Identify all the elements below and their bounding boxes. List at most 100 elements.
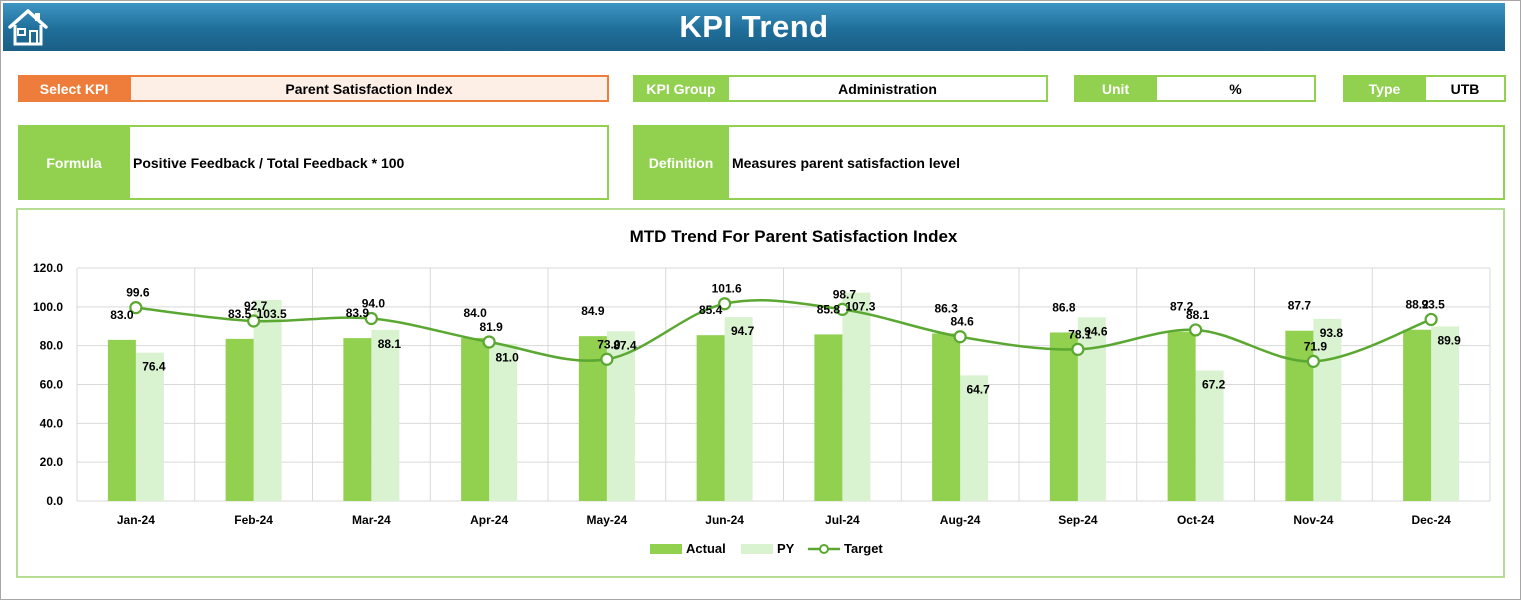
title-bar: KPI Trend	[3, 3, 1505, 51]
actual-bar	[1167, 331, 1196, 501]
legend-actual-swatch	[650, 544, 682, 554]
target-point	[1071, 342, 1085, 356]
x-tick-label: Nov-24	[1293, 513, 1333, 527]
type-label: Type	[1343, 75, 1426, 102]
definition-label: Definition	[633, 125, 729, 200]
legend-py-label: PY	[777, 541, 795, 556]
actual-data-label: 83.0	[110, 308, 134, 322]
target-point	[1189, 323, 1203, 337]
actual-bar	[696, 335, 725, 501]
x-tick-label: Dec-24	[1411, 513, 1451, 527]
select-kpi-dropdown[interactable]: Parent Satisfaction Index	[129, 75, 609, 102]
x-tick-label: Sep-24	[1058, 513, 1098, 527]
py-bar	[960, 375, 989, 501]
target-point	[600, 352, 614, 366]
target-point	[247, 314, 261, 328]
target-point	[1424, 312, 1438, 327]
target-data-label: 92.7	[244, 299, 268, 313]
x-tick-label: Jan-24	[117, 513, 155, 527]
py-data-label: 76.4	[142, 360, 166, 374]
legend-target-label: Target	[844, 541, 883, 556]
actual-bar	[932, 333, 961, 501]
target-data-label: 81.9	[479, 320, 503, 334]
py-bar	[1195, 370, 1224, 501]
target-data-label: 93.5	[1421, 297, 1445, 311]
target-point	[718, 297, 732, 311]
x-tick-label: Mar-24	[352, 513, 391, 527]
actual-bar	[461, 337, 490, 501]
actual-bar	[1285, 330, 1314, 501]
py-data-label: 94.7	[731, 324, 755, 338]
actual-data-label: 85.8	[817, 302, 841, 316]
actual-data-label: 87.2	[1170, 300, 1194, 314]
y-tick-label: 60.0	[40, 378, 64, 392]
actual-bar	[814, 334, 843, 501]
legend-target-marker	[819, 544, 829, 554]
py-data-label: 93.8	[1320, 326, 1344, 340]
actual-data-label: 84.9	[581, 304, 605, 318]
py-bar	[371, 329, 400, 501]
actual-bar	[107, 339, 136, 501]
chart-canvas: MTD Trend For Parent Satisfaction Index 0…	[33, 227, 1491, 556]
formula-label: Formula	[18, 125, 130, 200]
target-data-label: 98.7	[833, 287, 857, 301]
actual-bar	[343, 338, 372, 501]
x-tick-label: Oct-24	[1177, 513, 1215, 527]
py-data-label: 107.3	[845, 300, 875, 314]
py-bar	[1313, 318, 1342, 501]
y-tick-label: 20.0	[40, 455, 64, 469]
target-point	[129, 301, 143, 315]
target-data-label: 78.1	[1068, 327, 1092, 341]
py-bar	[489, 343, 518, 501]
target-point	[364, 311, 378, 326]
py-data-label: 64.7	[966, 382, 990, 396]
target-data-label: 99.6	[126, 286, 150, 300]
legend-py-swatch	[741, 544, 773, 554]
x-tick-label: Apr-24	[470, 513, 508, 527]
target-data-label: 88.1	[1186, 308, 1210, 322]
target-point	[482, 335, 496, 349]
actual-data-label: 87.7	[1288, 299, 1312, 313]
target-data-label: 84.6	[950, 315, 974, 329]
x-tick-label: Aug-24	[940, 513, 981, 527]
target-data-label: 101.6	[712, 282, 742, 296]
y-tick-label: 80.0	[40, 339, 64, 353]
actual-data-label: 83.9	[346, 306, 370, 320]
actual-data-label: 86.8	[1052, 300, 1076, 314]
py-data-label: 88.1	[378, 337, 402, 351]
formula-value: Positive Feedback / Total Feedback * 100	[128, 125, 609, 200]
target-data-label: 73.0	[597, 337, 621, 351]
y-tick-label: 0.0	[46, 494, 63, 508]
legend-actual-label: Actual	[686, 541, 726, 556]
y-tick-label: 40.0	[40, 416, 64, 430]
home-icon[interactable]	[7, 7, 49, 47]
py-data-label: 94.6	[1084, 324, 1108, 338]
target-data-label: 71.9	[1304, 339, 1328, 353]
select-kpi-label: Select KPI	[18, 75, 130, 102]
py-data-label: 67.2	[1202, 378, 1226, 392]
kpi-group-value: Administration	[727, 75, 1048, 102]
x-tick-label: Feb-24	[234, 513, 273, 527]
py-data-label: 87.4	[613, 338, 637, 352]
chart-title: MTD Trend For Parent Satisfaction Index	[630, 227, 958, 246]
y-tick-label: 120.0	[33, 261, 63, 275]
py-data-label: 81.0	[495, 351, 519, 365]
target-point	[835, 302, 849, 316]
actual-data-label: 83.5	[228, 307, 252, 321]
py-data-label: 89.9	[1437, 333, 1461, 347]
y-tick-label: 100.0	[33, 300, 63, 314]
x-tick-label: Jul-24	[825, 513, 860, 527]
unit-value: %	[1155, 75, 1316, 102]
definition-value: Measures parent satisfaction level	[727, 125, 1505, 200]
py-bar	[135, 352, 164, 501]
actual-bar	[225, 338, 254, 501]
target-point	[953, 330, 967, 344]
x-tick-label: May-24	[587, 513, 628, 527]
type-value: UTB	[1424, 75, 1506, 102]
unit-label: Unit	[1074, 75, 1157, 102]
actual-data-label: 86.3	[934, 301, 958, 315]
x-tick-label: Jun-24	[705, 513, 744, 527]
actual-data-label: 85.4	[699, 303, 723, 317]
actual-data-label: 84.0	[463, 306, 487, 320]
page-title: KPI Trend	[679, 9, 829, 44]
